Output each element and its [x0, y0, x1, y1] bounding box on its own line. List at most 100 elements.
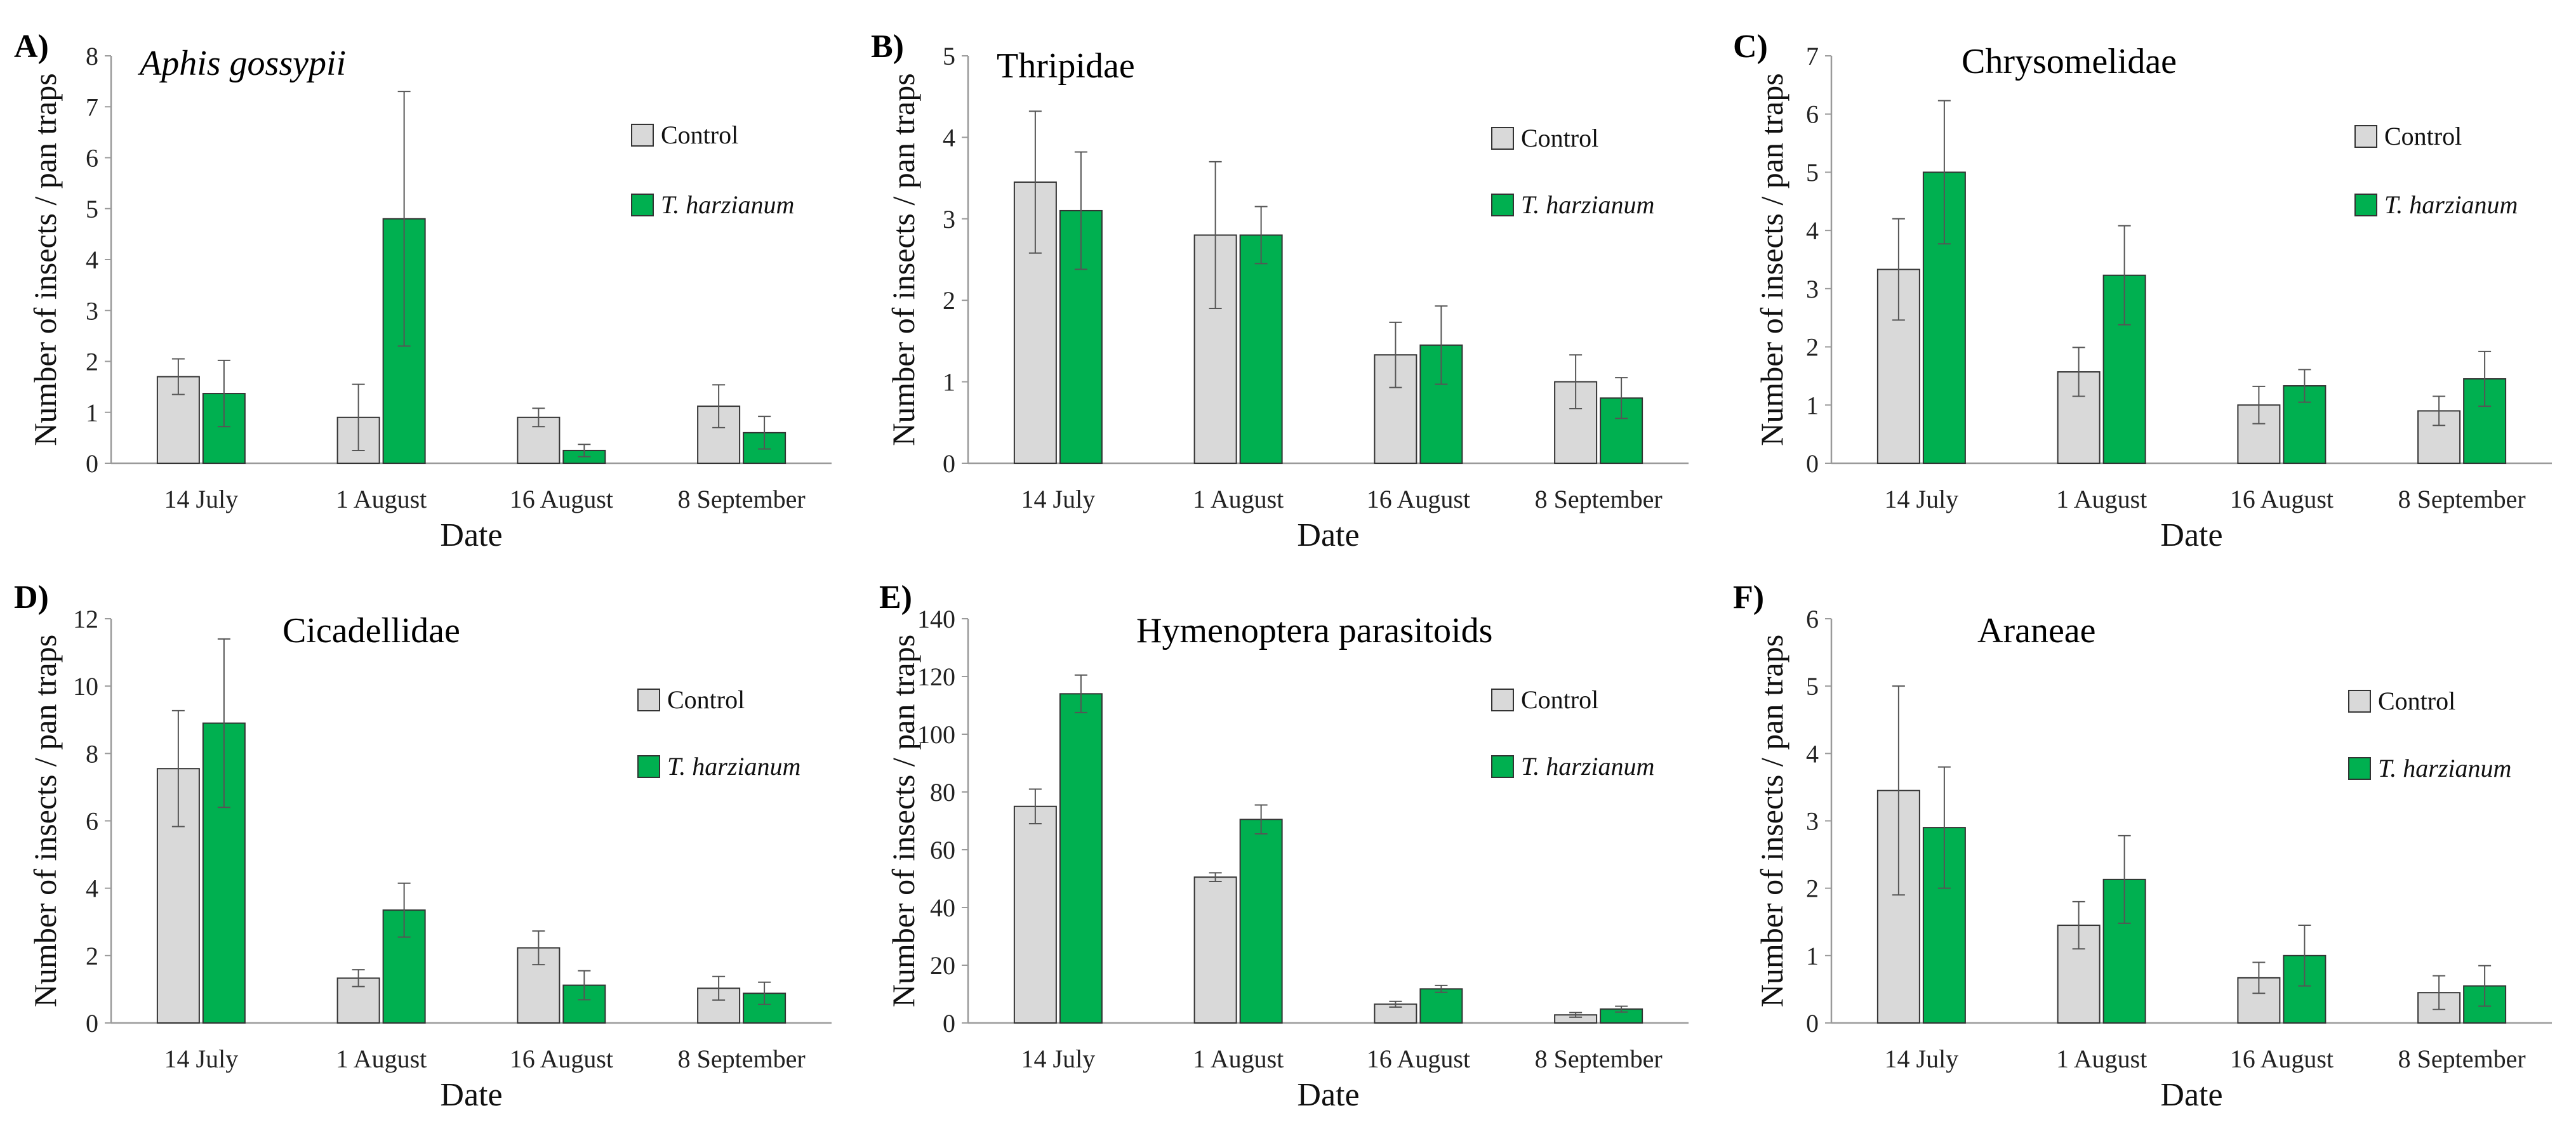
y-tick-label: 100	[917, 720, 955, 749]
y-tick-label: 12	[73, 605, 98, 633]
legend-swatch-treatment	[2348, 757, 2371, 780]
chart-title: Aphis gossypii	[137, 44, 346, 83]
y-tick-label: 140	[917, 605, 955, 633]
x-tick-label: 1 August	[1193, 1045, 1284, 1073]
chart-title: Araneae	[1977, 611, 2096, 650]
panel-label: D)	[14, 579, 49, 616]
x-tick-label: 14 July	[164, 485, 239, 513]
y-tick-label: 6	[86, 144, 98, 173]
y-tick-label: 0	[1806, 1009, 1819, 1038]
legend-label-control: Control	[1521, 685, 1598, 714]
bar-treatment	[1922, 827, 1966, 1024]
x-axis-title: Date	[2160, 1077, 2222, 1113]
legend-swatch-treatment	[637, 755, 660, 778]
x-tick-label: 1 August	[2056, 485, 2147, 513]
legend-swatch-control	[1491, 689, 1514, 711]
legend-label-control: Control	[2384, 122, 2462, 150]
panel-label: F)	[1733, 579, 1764, 616]
y-tick-label: 60	[930, 836, 955, 864]
chart-panel: B) Thripidae 0 1 2 3 4 5 Number of insects / pan…	[871, 29, 1689, 553]
chart-panel: E) Hymenoptera parasitoids 0 20 40 60 80 100 120…	[879, 579, 1689, 1113]
panel-label: A)	[14, 29, 49, 65]
legend-label-treatment: T. harzianum	[661, 190, 794, 219]
chart-title: Cicadellidae	[282, 611, 460, 650]
y-tick-label: 3	[1806, 275, 1819, 303]
y-tick-label: 4	[86, 874, 98, 903]
chart-panel: A) Aphis gossypii 0 1 2 3 4 5 6 7 8 Number of insec…	[14, 29, 832, 553]
y-tick-label: 3	[1806, 807, 1819, 836]
y-tick-label: 1	[1806, 391, 1819, 419]
legend-label-treatment: T. harzianum	[1521, 752, 1654, 781]
y-tick-label: 1	[86, 399, 98, 427]
legend-swatch-control	[2354, 125, 2377, 148]
chart-title: Thripidae	[997, 46, 1135, 86]
y-tick-label: 8	[86, 42, 98, 70]
y-axis-title: Number of insects / pan traps	[886, 73, 921, 445]
y-tick-label: 2	[1806, 333, 1819, 362]
y-tick-label: 2	[943, 286, 955, 315]
x-tick-label: 16 August	[2230, 1045, 2334, 1073]
legend-label-treatment: T. harzianum	[1521, 190, 1654, 219]
legend-label-control: Control	[667, 685, 745, 714]
x-axis-title: Date	[1297, 517, 1359, 553]
x-tick-label: 8 September	[678, 485, 806, 513]
y-tick-label: 4	[1806, 739, 1819, 768]
y-tick-label: 4	[1806, 216, 1819, 245]
y-tick-label: 6	[1806, 100, 1819, 129]
legend-label-control: Control	[1521, 124, 1598, 152]
y-tick-label: 10	[73, 672, 98, 701]
legend-swatch-treatment	[1491, 194, 1514, 216]
y-tick-label: 1	[943, 368, 955, 397]
panel-label: C)	[1733, 29, 1768, 65]
bar-control	[517, 947, 561, 1024]
chart-title: Hymenoptera parasitoids	[1136, 611, 1492, 650]
y-tick-label: 3	[943, 205, 955, 234]
bar-control	[517, 416, 561, 465]
y-tick-label: 80	[930, 778, 955, 807]
legend-label-treatment: T. harzianum	[667, 752, 800, 781]
legend-label-treatment: T. harzianum	[2378, 754, 2511, 782]
panel-label: E)	[879, 579, 912, 616]
y-tick-label: 2	[86, 348, 98, 376]
y-tick-label: 7	[1806, 42, 1819, 70]
legend-label-treatment: T. harzianum	[2384, 190, 2518, 219]
y-tick-label: 5	[86, 195, 98, 223]
x-tick-label: 8 September	[1535, 485, 1663, 513]
x-tick-label: 16 August	[510, 1045, 613, 1073]
y-tick-label: 0	[1806, 449, 1819, 478]
legend-swatch-control	[631, 124, 654, 147]
chart-panel: F) Araneae 0 1 2 3 4 5 6 Number of insects / pan …	[1733, 579, 2552, 1113]
y-tick-label: 0	[86, 449, 98, 478]
y-tick-label: 2	[86, 942, 98, 970]
bar-treatment	[1419, 988, 1463, 1024]
y-tick-label: 120	[917, 663, 955, 691]
chart-panel: C) Chrysomelidae 0 1 2 3 4 5 6 7 Number of insects…	[1733, 29, 2552, 553]
y-tick-label: 8	[86, 739, 98, 768]
chart-panel: D) Cicadellidae 0 2 4 6 8 10 12 Number of insects…	[14, 579, 832, 1113]
chart-title: Chrysomelidae	[1962, 42, 2177, 81]
y-tick-label: 0	[943, 449, 955, 478]
legend-swatch-control	[637, 689, 660, 711]
bar-treatment	[1059, 693, 1103, 1024]
y-tick-label: 5	[943, 42, 955, 70]
y-axis-title: Number of insects / pan traps	[1754, 635, 1789, 1007]
y-tick-label: 0	[943, 1009, 955, 1038]
legend-swatch-treatment	[1491, 755, 1514, 778]
y-tick-label: 2	[1806, 874, 1819, 903]
y-tick-label: 4	[86, 246, 98, 274]
y-axis-title: Number of insects / pan traps	[27, 635, 63, 1007]
x-tick-label: 16 August	[1367, 485, 1470, 513]
x-tick-label: 14 July	[164, 1045, 239, 1073]
bar-treatment	[1239, 819, 1283, 1024]
x-tick-label: 8 September	[678, 1045, 806, 1073]
x-tick-label: 16 August	[510, 485, 613, 513]
bar-control	[1193, 876, 1237, 1024]
x-tick-label: 1 August	[2056, 1045, 2147, 1073]
legend-swatch-control	[1491, 127, 1514, 150]
x-tick-label: 8 September	[2398, 485, 2526, 513]
x-axis-title: Date	[440, 1077, 502, 1113]
x-axis-title: Date	[440, 517, 502, 553]
y-axis-title: Number of insects / pan traps	[27, 73, 63, 445]
x-tick-label: 14 July	[1885, 1045, 1959, 1073]
x-tick-label: 16 August	[1367, 1045, 1470, 1073]
